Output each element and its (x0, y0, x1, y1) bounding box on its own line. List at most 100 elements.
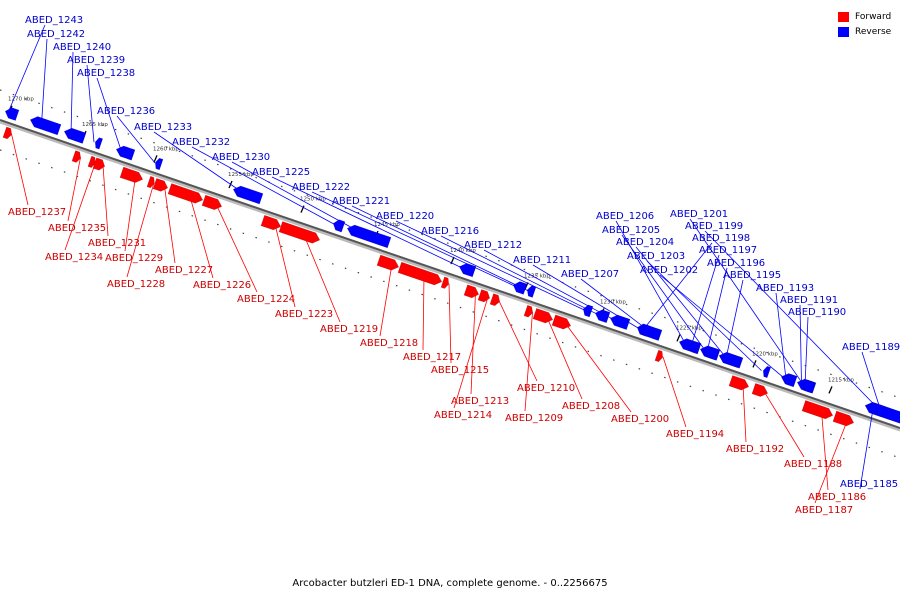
gene-leader-line (742, 384, 747, 443)
scale-label: 1260 kbp (153, 146, 179, 152)
scale-label: 1250 kbp (300, 197, 326, 203)
gene-label: ABED_1224 (237, 294, 295, 305)
scale-label: 1265 kbp (82, 122, 108, 128)
caption: Arcobacter butzleri ED-1 DNA, complete g… (292, 578, 608, 589)
gene-label: ABED_1240 (53, 42, 111, 53)
gene-leader-line (690, 254, 720, 347)
gene-arrow (832, 410, 855, 427)
gene-label: ABED_1225 (252, 167, 310, 178)
gene-label: ABED_1239 (67, 55, 125, 66)
gene-label: ABED_1235 (48, 223, 106, 234)
gene-leader-line (704, 230, 882, 412)
reverse-swatch (838, 26, 849, 37)
gene-arrow (2, 126, 13, 140)
gene-label: ABED_1195 (723, 270, 781, 281)
gene-leader-line (67, 157, 81, 222)
gene-label: ABED_1194 (666, 429, 724, 440)
gene-arrow (115, 145, 136, 161)
legend-forward-label: Forward (855, 11, 892, 22)
scale-tick (153, 155, 158, 163)
scale-label: 1245 kbp (374, 222, 400, 228)
gene-leader-line (861, 351, 882, 412)
gene-label: ABED_1214 (434, 410, 492, 421)
gene-arrow (609, 314, 631, 330)
gene-label: ABED_1198 (692, 233, 750, 244)
gene-leader-line (662, 356, 687, 428)
scale-tick (300, 205, 305, 213)
gene-arrow (551, 314, 572, 330)
gene-arrow (346, 224, 392, 249)
gene-leader-line (565, 323, 632, 413)
gene-label: ABED_1196 (707, 258, 765, 269)
gene-arrow (232, 185, 264, 205)
gene-label: ABED_1222 (292, 182, 350, 193)
gene-leader-line (470, 292, 476, 395)
gene-label: ABED_1230 (212, 152, 270, 163)
gene-leader-line (621, 234, 707, 352)
gene-leader-line (231, 161, 366, 236)
gene-leader-line (546, 317, 583, 400)
gene-label: ABED_1234 (45, 252, 103, 263)
gene-label: ABED_1232 (172, 137, 230, 148)
gene-arrow (782, 373, 798, 388)
gene-label: ABED_1242 (27, 29, 85, 40)
gene-leader-line (303, 233, 341, 323)
gene-arrow (582, 304, 594, 318)
gene-arrow (152, 178, 169, 192)
gene-label: ABED_1210 (517, 383, 575, 394)
gene-leader-line (642, 242, 713, 331)
gene-leader-line (635, 246, 728, 360)
gene-leader-line (351, 205, 528, 291)
gene-arrow (728, 375, 750, 391)
gene-arrow (523, 304, 534, 318)
gene-label: ABED_1199 (685, 221, 743, 232)
gene-label: ABED_1208 (562, 401, 620, 412)
gene-leader-line (814, 419, 848, 504)
gene-leader-line (799, 304, 802, 385)
gene-arrow (376, 254, 400, 271)
gene-arrow (489, 293, 501, 306)
backbone-shadow (0, 120, 900, 432)
gene-leader-line (70, 51, 74, 135)
gene-arrow (751, 383, 769, 397)
gene-arrow (802, 380, 816, 394)
gene-leader-line (274, 224, 296, 308)
gene-label: ABED_1233 (134, 122, 192, 133)
gene-arrow (594, 309, 611, 324)
gene-arrow (154, 157, 164, 171)
gene-arrow (167, 183, 204, 204)
gene-leader-line (189, 194, 214, 279)
gene-label: ABED_1207 (561, 269, 619, 280)
gene-arrow (63, 127, 87, 144)
gene-label: ABED_1218 (360, 338, 418, 349)
gene-arrow (119, 166, 144, 183)
gene-arrow (94, 137, 104, 150)
gene-label: ABED_1187 (795, 505, 853, 516)
gene-arrow (458, 263, 477, 278)
gene-leader-line (191, 146, 336, 225)
gene-leader-line (646, 260, 762, 371)
gene-leader-line (41, 38, 48, 125)
gene-label: ABED_1185 (840, 479, 898, 490)
gene-label: ABED_1231 (88, 238, 146, 249)
gene-label: ABED_1223 (275, 309, 333, 320)
gene-arrow (87, 155, 96, 168)
gene-leader-line (86, 64, 95, 143)
gene-arrow (654, 349, 664, 363)
gene-label: ABED_1186 (808, 492, 866, 503)
gene-label: ABED_1219 (320, 324, 378, 335)
gene-label: ABED_1197 (699, 245, 757, 256)
gene-label: ABED_1237 (8, 207, 66, 218)
scale-label: 1230 kbp (600, 299, 626, 305)
gene-leader-line (126, 182, 155, 278)
scale-label: 1255 kbp (228, 172, 254, 178)
gene-arrow (718, 352, 742, 368)
gene-label: ABED_1212 (464, 240, 522, 251)
gene-leader-line (215, 203, 258, 293)
gene-leader-line (153, 131, 245, 194)
gene-arrow (146, 175, 155, 189)
gene-label: ABED_1202 (640, 265, 698, 276)
gene-label: ABED_1217 (403, 352, 461, 363)
genome-backbone (0, 119, 900, 429)
